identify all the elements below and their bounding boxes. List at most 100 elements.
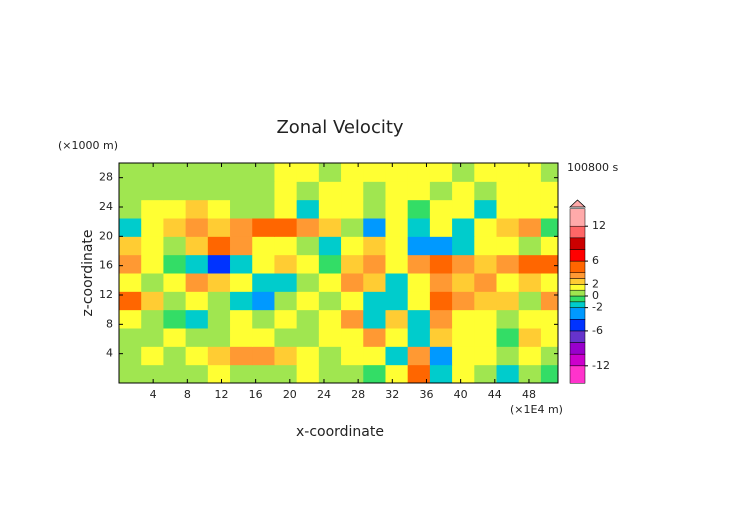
cell (429, 364, 453, 383)
cell (341, 254, 364, 274)
cell (207, 199, 231, 219)
cell (407, 254, 431, 274)
colorbar-band (569, 342, 586, 355)
colorbar-band (569, 353, 586, 367)
cell (540, 291, 558, 311)
cell (385, 181, 409, 201)
cell (496, 218, 520, 237)
cell (385, 163, 409, 182)
cell (318, 199, 342, 219)
cell (341, 273, 364, 292)
cell (518, 163, 542, 182)
cell (407, 328, 431, 347)
cell (474, 163, 498, 182)
cell (141, 328, 164, 347)
cell (274, 328, 298, 347)
cell (540, 346, 558, 366)
cell (185, 346, 209, 366)
colorbar-band (569, 295, 586, 303)
colorbar-tick-label: 2 (592, 277, 599, 290)
x-tick-label: 36 (419, 388, 433, 401)
colorbar-overflow (568, 199, 587, 208)
cell (407, 364, 431, 383)
cell (363, 273, 386, 292)
colorbar-tick-label: -12 (592, 359, 610, 372)
cell (119, 254, 142, 274)
colorbar-band (569, 278, 586, 285)
cell (318, 254, 342, 274)
cell (452, 236, 475, 256)
cell (496, 346, 520, 366)
cell (207, 163, 231, 182)
cell (141, 364, 164, 383)
cell (407, 291, 431, 311)
cell (252, 328, 275, 347)
cell (296, 163, 320, 182)
cell (274, 254, 298, 274)
cell (119, 309, 142, 329)
cell (252, 254, 275, 274)
cell (429, 273, 453, 292)
cell (429, 199, 453, 219)
cell (274, 181, 298, 201)
cell (407, 309, 431, 329)
x-tick-label: 4 (150, 388, 157, 401)
cell (341, 236, 364, 256)
cell (141, 218, 164, 237)
cell (119, 199, 142, 219)
colorbar-tick-label: 6 (592, 254, 599, 267)
cell (540, 181, 558, 201)
colorbar-band (569, 249, 586, 262)
cell (341, 181, 364, 201)
y-unit: (×1000 m) (58, 139, 118, 152)
cell (429, 254, 453, 274)
cell (452, 181, 475, 201)
cell (363, 328, 386, 347)
cell (318, 236, 342, 256)
cell (252, 199, 275, 219)
cell (207, 181, 231, 201)
cell (318, 346, 342, 366)
cell (363, 309, 386, 329)
cell (540, 328, 558, 347)
cell (230, 346, 253, 366)
cell (385, 346, 409, 366)
x-tick-label: 20 (283, 388, 297, 401)
cell (407, 163, 431, 182)
cell (252, 181, 275, 201)
cell (474, 218, 498, 237)
cell (496, 364, 520, 383)
y-tick-label: 24 (99, 200, 113, 213)
colorbar-band (569, 237, 586, 250)
cell (341, 199, 364, 219)
cell (185, 199, 209, 219)
cell (341, 163, 364, 182)
cell (318, 309, 342, 329)
cell (207, 346, 231, 366)
cell (296, 199, 320, 219)
cell (385, 291, 409, 311)
cell (496, 328, 520, 347)
cell (429, 346, 453, 366)
cell (296, 291, 320, 311)
cell (318, 328, 342, 347)
cell (163, 218, 187, 237)
cell (119, 291, 142, 311)
cell (296, 328, 320, 347)
cell (496, 199, 520, 219)
cell (207, 273, 231, 292)
cell (274, 309, 298, 329)
cell (407, 273, 431, 292)
x-tick-label: 40 (454, 388, 468, 401)
cell (252, 346, 275, 366)
cell (207, 328, 231, 347)
cell (185, 273, 209, 292)
cell (296, 254, 320, 274)
cell (429, 218, 453, 237)
cell (230, 236, 253, 256)
cell (363, 364, 386, 383)
cell (363, 291, 386, 311)
y-tick-label: 4 (106, 347, 113, 360)
cell (318, 273, 342, 292)
